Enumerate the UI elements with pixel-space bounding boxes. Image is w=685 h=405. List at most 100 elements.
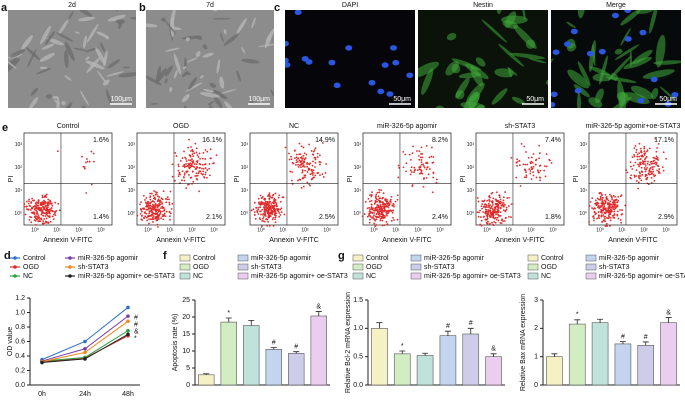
event-dot <box>142 194 145 197</box>
error-bar <box>399 350 406 354</box>
cell <box>100 42 106 53</box>
event-dot <box>39 220 42 223</box>
event-dot <box>639 172 641 175</box>
y-tick-label: 10⁰ <box>579 211 587 217</box>
event-dot <box>637 175 640 177</box>
event-dot <box>637 176 640 179</box>
event-dot <box>52 218 55 221</box>
y-axis-label: PI <box>121 176 128 183</box>
event-dot <box>375 209 378 212</box>
event-dot <box>154 198 157 201</box>
event-dot <box>144 215 147 218</box>
event-dot <box>195 163 198 166</box>
event-dot <box>267 220 270 223</box>
event-dot <box>383 206 386 209</box>
nestin-fiber <box>447 0 456 7</box>
legend-label: Control <box>193 255 216 262</box>
event-dot <box>604 217 606 220</box>
annotation: * <box>401 343 404 350</box>
event-dot <box>179 160 182 162</box>
nestin-fiber <box>455 77 470 99</box>
cell <box>164 78 168 84</box>
event-dot <box>596 217 598 220</box>
cell <box>106 71 124 77</box>
event-dot <box>40 213 43 216</box>
event-dot <box>419 165 422 168</box>
event-dot <box>272 224 275 227</box>
event-dot <box>396 198 399 201</box>
event-dot <box>156 195 159 198</box>
event-dot <box>143 199 146 201</box>
nucleus <box>570 28 578 35</box>
nestin-fiber <box>421 68 434 95</box>
event-dot <box>92 152 95 155</box>
event-dot <box>631 156 634 159</box>
error-bar <box>665 317 672 323</box>
nestin-fiber <box>418 61 440 78</box>
event-dot <box>280 211 283 214</box>
event-dot <box>297 179 299 182</box>
event-dot <box>486 223 489 225</box>
cell <box>78 16 95 22</box>
cell <box>248 99 256 103</box>
event-dot <box>612 194 615 197</box>
event-dot <box>33 215 36 218</box>
nestin-fiber <box>567 69 589 89</box>
cell <box>218 88 237 95</box>
event-dot <box>532 174 535 177</box>
event-dot <box>42 206 45 209</box>
event-dot <box>33 208 36 211</box>
event-dot <box>317 172 320 174</box>
event-dot <box>183 150 185 153</box>
scale-label: 100μm <box>110 96 132 103</box>
event-dot <box>638 155 641 158</box>
event-dot <box>157 216 160 219</box>
nucleus <box>285 40 289 47</box>
y-tick-label: 5 <box>186 365 190 372</box>
event-dot <box>169 212 172 215</box>
x-tick-label: 10⁰ <box>596 227 604 233</box>
x-tick-label: 10⁰ <box>370 227 378 233</box>
event-dot <box>54 210 56 213</box>
event-dot <box>500 219 503 222</box>
event-dot <box>639 175 642 177</box>
event-dot <box>510 157 513 159</box>
event-dot <box>311 164 314 167</box>
event-dot <box>290 179 293 182</box>
event-dot <box>265 209 268 212</box>
data-point <box>126 319 130 324</box>
event-dot <box>364 200 367 203</box>
event-dot <box>146 208 149 211</box>
event-dot <box>37 214 40 217</box>
event-dot <box>192 150 194 153</box>
event-dot <box>496 202 499 205</box>
event-dot <box>604 220 607 223</box>
event-dot <box>483 199 486 202</box>
event-dot <box>380 213 383 215</box>
event-dot <box>488 214 491 217</box>
event-dot <box>425 162 427 164</box>
event-dot <box>288 152 290 155</box>
event-dot <box>600 205 603 208</box>
event-dot <box>418 172 421 175</box>
panel-letter: d <box>4 250 11 262</box>
event-dot <box>662 151 665 154</box>
nestin-fiber <box>481 19 508 43</box>
event-dot <box>639 158 641 161</box>
event-dot <box>417 154 420 157</box>
legend-marker <box>13 274 17 278</box>
cell <box>165 20 176 35</box>
data-point <box>126 332 130 337</box>
event-dot <box>644 170 647 173</box>
event-dot <box>621 213 624 215</box>
event-dot <box>277 196 280 199</box>
event-dot <box>316 152 319 155</box>
event-dot <box>377 195 380 198</box>
cell <box>56 32 74 42</box>
event-dot <box>42 214 44 217</box>
event-dot <box>601 209 604 212</box>
event-dot <box>42 220 45 222</box>
event-dot <box>413 169 416 172</box>
y-tick-label: 0.2 <box>15 367 25 374</box>
cell <box>52 95 59 100</box>
